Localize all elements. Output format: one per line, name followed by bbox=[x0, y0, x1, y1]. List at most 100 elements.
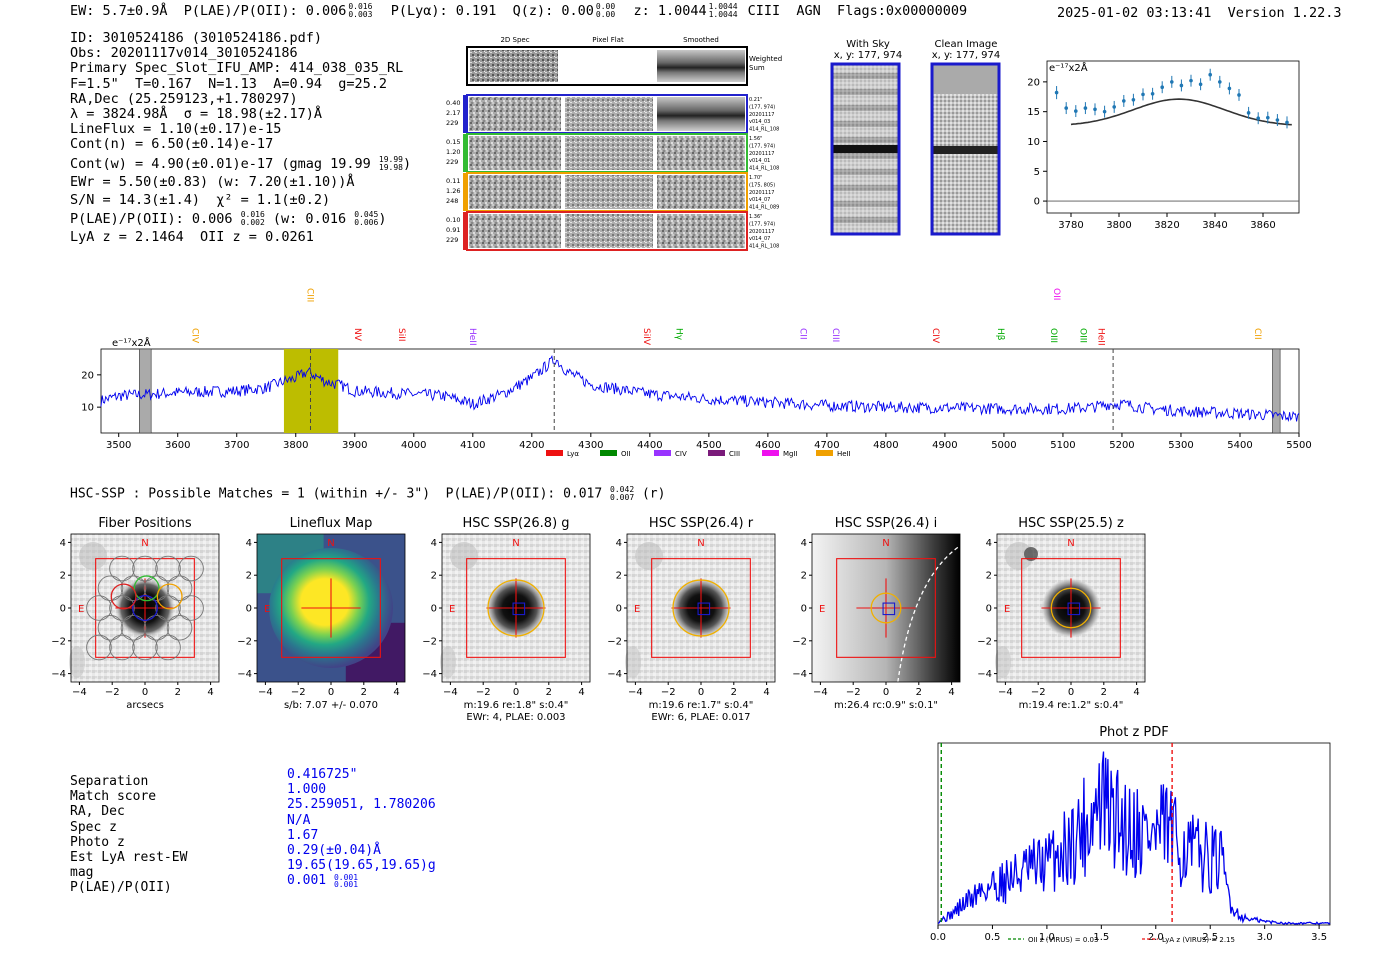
full-legend-swatch bbox=[762, 450, 779, 456]
zoom-data-point bbox=[1131, 97, 1136, 102]
full-spectrum-chart: CIV CIII NV SiII HeII SiIV Hγ CII CIII CIV Hβ OIII O… bbox=[81, 288, 1311, 458]
fiber-circle bbox=[97, 575, 124, 602]
panel-match-ellipse bbox=[487, 579, 545, 637]
full-xtick-label: 4500 bbox=[696, 440, 721, 451]
panel-ytick-label: 0 bbox=[60, 604, 66, 615]
full-xtick-label: 4000 bbox=[401, 440, 426, 451]
match-label: Match score bbox=[70, 789, 157, 805]
panel-ytick-label: −2 bbox=[51, 636, 66, 647]
zoom-data-point bbox=[1266, 115, 1270, 120]
panel-match-marker bbox=[1067, 602, 1081, 616]
panel-caption: arcsecs bbox=[126, 700, 164, 711]
info-cont-w-text: Cont(w) = 4.90(±0.01)e-17 (gmag 19.99 bbox=[70, 155, 371, 172]
cutout-left-1: 0.15 bbox=[446, 138, 460, 146]
info-plae: P(LAE)/P(OII): 0.006 0.016 0.002 (w: 0.01… bbox=[70, 211, 411, 227]
full-ytick-label: 20 bbox=[81, 370, 94, 381]
cutout-col-pixelflat: Pixel Flat bbox=[592, 36, 624, 44]
panel-title: HSC SSP(25.5) z bbox=[1018, 516, 1124, 531]
panel-xtick-label: 0 bbox=[513, 687, 519, 698]
panel-neighbor-source bbox=[995, 646, 1011, 678]
cutout-right-5: 414_RL_108 bbox=[749, 244, 779, 250]
full-xtick-label: 4300 bbox=[578, 440, 603, 451]
panel-ytick-label: −2 bbox=[792, 636, 807, 647]
panel-north-label: N bbox=[141, 538, 148, 549]
panel-caption: m:19.4 re:1.2" s:0.4" bbox=[1019, 700, 1124, 711]
panel-ytick-label: 4 bbox=[431, 538, 437, 549]
panel-title: Lineflux Map bbox=[290, 516, 373, 531]
weighted-smoothed bbox=[657, 50, 745, 82]
info-radec: RA,Dec (25.259123,+1.780297) bbox=[70, 90, 298, 107]
zoom-xtick-label: 3800 bbox=[1106, 220, 1131, 231]
full-xtick-label: 3500 bbox=[106, 440, 131, 451]
cutout-left-3: 229 bbox=[446, 158, 458, 166]
hsc-band: (r) bbox=[641, 486, 666, 502]
fiber-fourth bbox=[110, 583, 137, 610]
panel-xtick-label: 4 bbox=[1133, 687, 1139, 698]
panel-xtick-label: 4 bbox=[763, 687, 769, 698]
zoom-data-point bbox=[1285, 120, 1289, 125]
zoom-data-point bbox=[1179, 83, 1184, 88]
panel-east-label: E bbox=[634, 604, 640, 615]
info-fiber-params: F=1.5" T=0.167 N=1.13 A=0.94 g=25.2 bbox=[70, 75, 387, 92]
header-ew-sub: 0.003 bbox=[348, 10, 373, 19]
fiber-circle bbox=[132, 634, 158, 661]
cutout-right-4: v014_07 bbox=[749, 236, 770, 242]
panel-xtick-label: −2 bbox=[661, 687, 676, 698]
cutout-2dspec bbox=[469, 97, 561, 131]
header-flags: CIII AGN Flags:0x00000009 bbox=[747, 3, 968, 19]
match-plae-sub: 0.001 bbox=[333, 879, 359, 889]
panel-xtick-label: 0 bbox=[142, 687, 148, 698]
panel-xtick-label: 4 bbox=[207, 687, 213, 698]
match-value: 0.29(±0.04)Å bbox=[287, 843, 381, 859]
panel-xtick-label: 2 bbox=[1101, 687, 1107, 698]
panel-ytick-label: −2 bbox=[422, 636, 437, 647]
panel-north-label: N bbox=[1067, 538, 1074, 549]
fiber-third bbox=[156, 583, 183, 610]
cutout-2dspec bbox=[469, 175, 561, 209]
cutout-right-2: (177, 974) bbox=[749, 221, 775, 227]
panel-caption: m:26.4 rc:0.9" s:0.1" bbox=[834, 700, 938, 711]
fiber-circle bbox=[155, 634, 181, 661]
match-value: 19.65(19.65,19.65)g bbox=[287, 858, 436, 874]
panel-ytick-label: −4 bbox=[792, 669, 807, 680]
panel-neighbor-source bbox=[440, 646, 456, 678]
weighted-2d bbox=[470, 50, 558, 82]
info-cont-w-end: ) bbox=[402, 155, 412, 172]
panel-ytick-label: 2 bbox=[246, 571, 252, 582]
sky-images: With Sky x, y: 177, 974 Clean Image x, y… bbox=[830, 39, 1001, 236]
panel-east-label: E bbox=[449, 604, 455, 615]
with-sky-trace bbox=[832, 145, 899, 153]
panel-xtick-label: 0 bbox=[1068, 687, 1074, 698]
info-plae-w: (w: 0.016 bbox=[264, 211, 347, 228]
zoom-data-point bbox=[1083, 106, 1088, 110]
info-sn: S/N = 14.3(±1.4) χ² = 1.1(±0.2) bbox=[70, 192, 331, 209]
full-xtick-label: 4900 bbox=[932, 440, 957, 451]
full-xtick-label: 4100 bbox=[460, 440, 485, 451]
cutout-row-marker bbox=[463, 173, 466, 211]
zoom-spectrum-chart: e⁻¹⁷x2Å 3780 3800 3820 3840 3860 0 5 10 15 20 bbox=[1027, 60, 1300, 231]
full-line-label: OIII bbox=[1078, 328, 1088, 343]
zoom-data-point bbox=[1160, 85, 1164, 90]
panel-aperture-box bbox=[466, 558, 566, 658]
panel-ytick-label: −4 bbox=[422, 669, 437, 680]
full-line-window bbox=[283, 349, 339, 433]
info-redshifts: LyA z = 2.1464 OII z = 0.0261 bbox=[70, 229, 314, 246]
zoom-data-point bbox=[1208, 72, 1212, 77]
cutout-smoothed bbox=[657, 175, 745, 209]
panel-caption: m:19.6 re:1.7" s:0.4" bbox=[649, 700, 754, 711]
panel-title: Fiber Positions bbox=[98, 516, 191, 531]
panel-north-label: N bbox=[512, 538, 519, 549]
full-line-label: CIII bbox=[830, 328, 840, 342]
header-left: EW: 5.7±0.9Å P(LAE)/P(OII): 0.006 0.016 0.… bbox=[70, 3, 968, 20]
full-xtick-label: 4800 bbox=[873, 440, 898, 451]
panel-match-ellipse bbox=[1050, 587, 1092, 629]
photz-legend-oii: OII z (VIRUS) = 0.03 bbox=[1028, 936, 1098, 944]
fiber-circle bbox=[178, 595, 204, 621]
zoom-xtick-label: 3860 bbox=[1250, 220, 1275, 231]
panel-north-label: N bbox=[882, 538, 889, 549]
panel-xtick-label: −4 bbox=[998, 687, 1013, 698]
zoom-ytick-label: 5 bbox=[1034, 167, 1040, 178]
panel-xtick-label: 4 bbox=[393, 687, 399, 698]
cutout-left-2: 1.26 bbox=[446, 187, 460, 195]
cutout-pixelflat bbox=[565, 175, 653, 209]
